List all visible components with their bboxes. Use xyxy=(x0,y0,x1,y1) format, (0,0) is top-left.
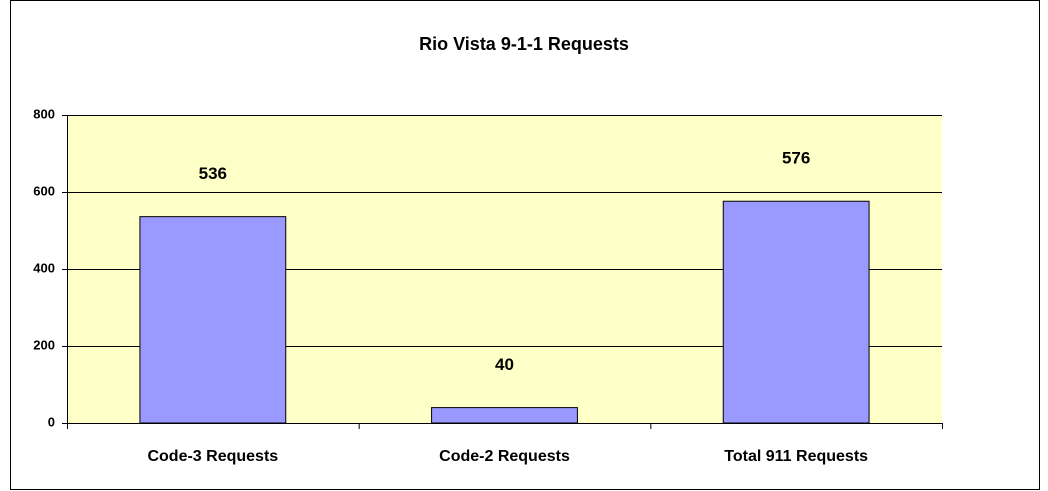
y-tick-label: 800 xyxy=(33,106,55,121)
data-label: 40 xyxy=(495,355,514,374)
bar xyxy=(139,216,287,424)
data-label: 536 xyxy=(199,164,227,183)
bar xyxy=(431,407,578,424)
y-tick-label: 200 xyxy=(33,337,55,352)
data-label: 576 xyxy=(782,149,810,168)
y-tick-label: 600 xyxy=(33,183,55,198)
bar xyxy=(722,200,870,424)
x-tick-label: Total 911 Requests xyxy=(724,448,868,465)
chart-title: Rio Vista 9-1-1 Requests xyxy=(419,34,629,54)
x-tick-label: Code-2 Requests xyxy=(439,448,570,465)
y-tick-label: 400 xyxy=(33,260,55,275)
x-tick-label: Code-3 Requests xyxy=(147,448,278,465)
y-tick-label: 0 xyxy=(48,414,55,429)
